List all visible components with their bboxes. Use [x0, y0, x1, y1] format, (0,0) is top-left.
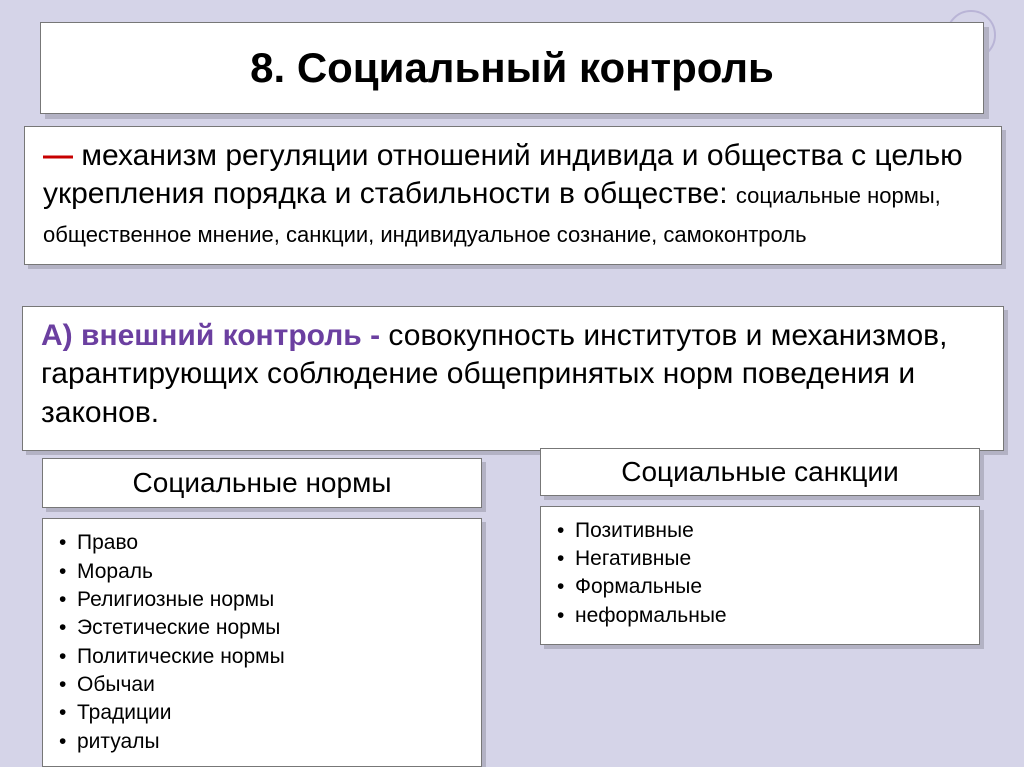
definition-box: — механизм регуляции отношений индивида … — [24, 126, 1002, 265]
list-item: Позитивные — [575, 517, 967, 545]
external-control-box: А) внешний контроль - совокупность инсти… — [22, 306, 1004, 451]
list-item: Формальные — [575, 573, 967, 601]
sanctions-column: Социальные санкции Позитивные Негативные… — [540, 448, 980, 645]
list-item: Традиции — [77, 699, 469, 727]
norms-list: Право Мораль Религиозные нормы Эстетичес… — [77, 529, 469, 756]
definition-text: — механизм регуляции отношений индивида … — [43, 139, 963, 249]
slide-title: 8. Социальный контроль — [250, 44, 774, 92]
sanctions-list: Позитивные Негативные Формальные неформа… — [575, 517, 967, 630]
list-item: Негативные — [575, 545, 967, 573]
list-item: Политические нормы — [77, 643, 469, 671]
list-item: Эстетические нормы — [77, 614, 469, 642]
sanctions-header: Социальные санкции — [540, 448, 980, 496]
norms-list-box: Право Мораль Религиозные нормы Эстетичес… — [42, 518, 482, 767]
list-item: Право — [77, 529, 469, 557]
external-term: внешний контроль - — [81, 319, 388, 352]
external-label: А) — [41, 319, 81, 352]
list-item: Мораль — [77, 558, 469, 586]
sanctions-list-box: Позитивные Негативные Формальные неформа… — [540, 506, 980, 645]
list-item: Обычаи — [77, 671, 469, 699]
norms-header: Социальные нормы — [42, 458, 482, 508]
list-item: ритуалы — [77, 728, 469, 756]
list-item: неформальные — [575, 602, 967, 630]
norms-column: Социальные нормы Право Мораль Религиозны… — [42, 458, 482, 767]
title-box: 8. Социальный контроль — [40, 22, 984, 114]
list-item: Религиозные нормы — [77, 586, 469, 614]
definition-dash: — — [43, 139, 73, 172]
